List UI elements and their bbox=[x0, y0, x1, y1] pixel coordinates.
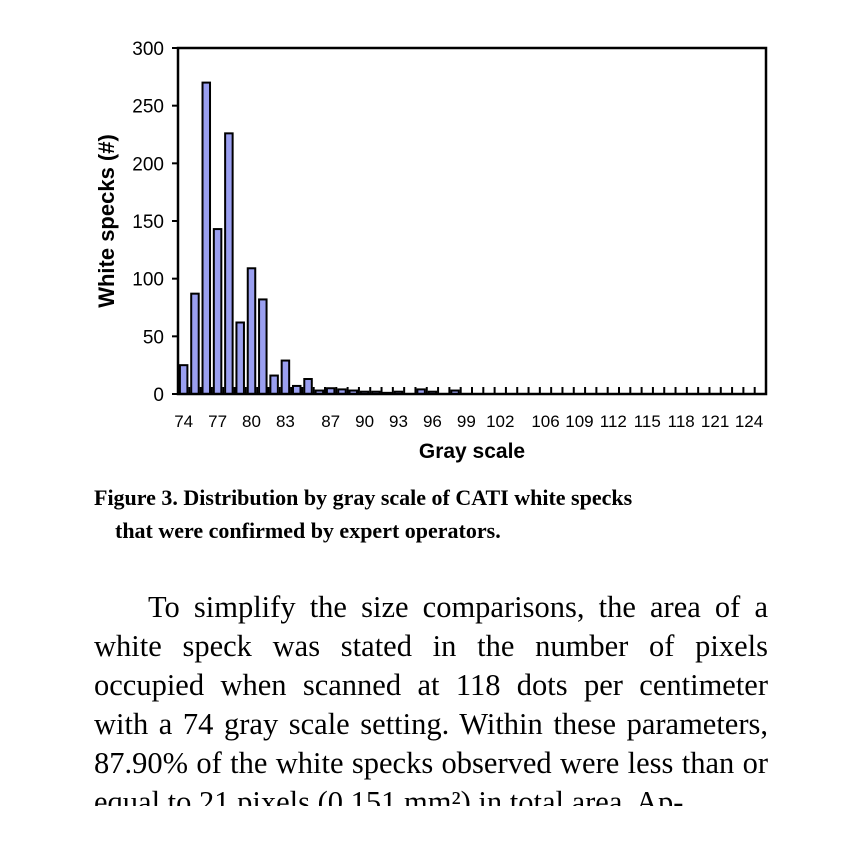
bar-82 bbox=[269, 374, 279, 395]
bar-chart: 0 50 100 150 200 250 300 74 77 80 83 87 90 93 96 99 102… bbox=[94, 39, 768, 463]
x-tick-label: 96 bbox=[423, 412, 442, 431]
x-tick-label: 80 bbox=[242, 412, 261, 431]
page-bottom-strip bbox=[0, 806, 860, 844]
x-tick-label: 112 bbox=[600, 412, 627, 431]
y-tick-label: 50 bbox=[143, 327, 164, 348]
x-tick-label: 109 bbox=[565, 412, 593, 431]
x-tick-label: 106 bbox=[531, 412, 559, 431]
bar-79 bbox=[235, 321, 245, 396]
caption-line-1: Figure 3. Distribution by gray scale of … bbox=[94, 485, 633, 510]
x-tick-label: 124 bbox=[735, 412, 763, 431]
bar-series bbox=[178, 81, 766, 396]
bar-78 bbox=[224, 132, 234, 395]
y-tick-label: 150 bbox=[132, 212, 164, 233]
bar-83 bbox=[280, 359, 291, 396]
y-tick-label: 0 bbox=[153, 385, 164, 406]
bar-85 bbox=[303, 378, 313, 395]
figure-caption: Figure 3. Distribution by gray scale of … bbox=[94, 481, 774, 547]
x-tick-label: 90 bbox=[355, 412, 374, 431]
x-tick-label: 74 bbox=[174, 412, 193, 431]
plot-frame bbox=[176, 46, 768, 396]
y-axis: 0 50 100 150 200 250 300 bbox=[132, 39, 178, 406]
caption-line-2: that were confirmed by expert operators. bbox=[115, 518, 501, 543]
y-axis-label: White specks (#) bbox=[94, 134, 119, 308]
body-paragraph-container: To simplify the size comparisons, the ar… bbox=[94, 588, 768, 806]
x-tick-label: 99 bbox=[457, 412, 476, 431]
x-tick-label: 121 bbox=[701, 412, 729, 431]
x-axis: 74 77 80 83 87 90 93 96 99 102 106 109 112 115 118 121 1… bbox=[174, 387, 767, 431]
y-tick-label: 250 bbox=[132, 97, 164, 118]
bar-81 bbox=[258, 298, 268, 395]
y-tick-label: 200 bbox=[132, 154, 164, 175]
bar-76 bbox=[201, 81, 212, 395]
x-tick-label: 93 bbox=[389, 412, 408, 431]
x-tick-label: 77 bbox=[208, 412, 227, 431]
bar-80 bbox=[246, 267, 257, 395]
body-paragraph: To simplify the size comparisons, the ar… bbox=[94, 590, 768, 806]
x-tick-label: 115 bbox=[634, 412, 661, 431]
y-tick-label: 300 bbox=[132, 39, 164, 60]
bar-74 bbox=[178, 364, 189, 395]
x-tick-label: 87 bbox=[321, 412, 340, 431]
x-tick-label: 83 bbox=[276, 412, 295, 431]
x-axis-label: Gray scale bbox=[419, 440, 525, 463]
x-tick-label: 102 bbox=[486, 412, 514, 431]
bar-75 bbox=[190, 292, 200, 395]
y-tick-label: 100 bbox=[132, 270, 164, 291]
bar-77 bbox=[212, 228, 223, 395]
x-tick-label: 118 bbox=[668, 412, 695, 431]
